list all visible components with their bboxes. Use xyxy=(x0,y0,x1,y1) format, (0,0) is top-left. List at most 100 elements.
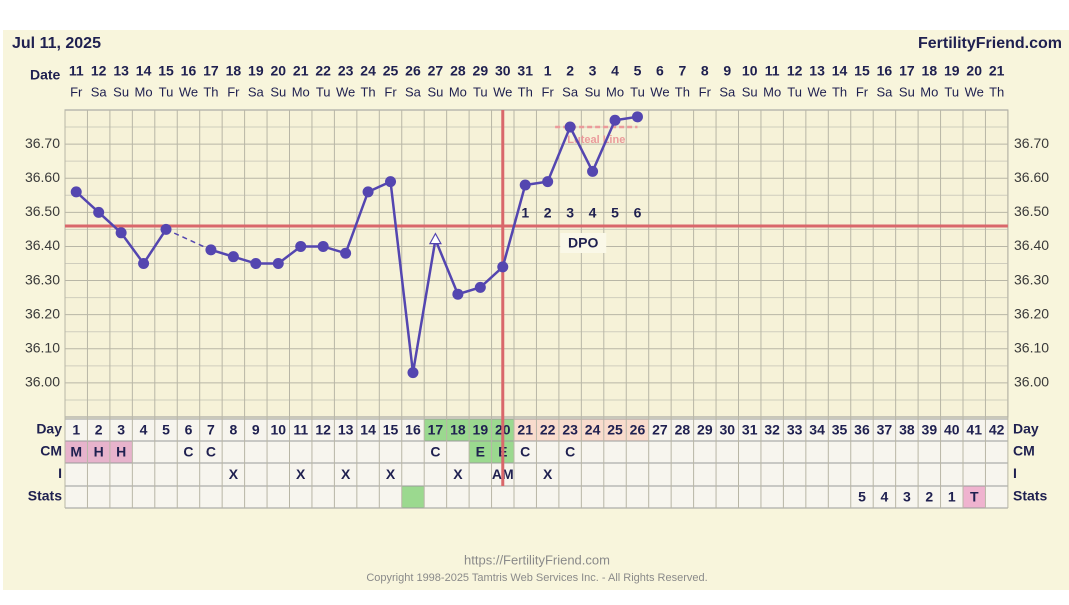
date-label: 16 xyxy=(181,63,197,79)
weekday-label: Mo xyxy=(292,84,310,99)
cycle-day: 18 xyxy=(450,422,466,438)
y2-tick-label: 36.20 xyxy=(1014,305,1049,321)
dpo-number: 5 xyxy=(611,205,619,221)
date-label: 29 xyxy=(473,63,489,79)
weekday-label: Th xyxy=(989,84,1004,99)
cm-entry: H xyxy=(116,444,126,460)
cycle-day: 25 xyxy=(607,422,623,438)
cm-entry: C xyxy=(183,444,193,460)
cycle-day: 30 xyxy=(719,422,735,438)
cell-highlight xyxy=(963,486,986,508)
date-label: 22 xyxy=(315,63,331,79)
cycle-day: 21 xyxy=(517,422,533,438)
intercourse-entry: X xyxy=(543,466,553,482)
cell-highlight xyxy=(401,486,425,508)
dpo-number: 6 xyxy=(634,205,642,221)
cycle-day: 29 xyxy=(697,422,713,438)
weekday-label: Fr xyxy=(70,84,83,99)
luteal-label: Luteal Line xyxy=(567,134,625,146)
date-label: 26 xyxy=(405,63,421,79)
temperature-point xyxy=(452,288,464,300)
date-label: 11 xyxy=(765,63,780,79)
cell-highlight xyxy=(581,419,604,441)
y-tick-label: 36.50 xyxy=(25,203,60,219)
temperature-point xyxy=(93,206,105,218)
temperature-point xyxy=(385,176,397,188)
y-tick-label: 36.00 xyxy=(25,374,60,390)
cm-entry: E xyxy=(476,444,485,460)
cm-entry: C xyxy=(565,444,575,460)
dpo-number: 1 xyxy=(521,205,529,221)
cycle-day: 38 xyxy=(899,422,915,438)
temperature-point xyxy=(474,281,486,293)
y-tick-label: 36.20 xyxy=(25,305,60,321)
cycle-day: 8 xyxy=(229,422,237,438)
cycle-day: 41 xyxy=(966,422,982,438)
cycle-day: 40 xyxy=(944,422,960,438)
date-label: 17 xyxy=(899,63,915,79)
cycle-day: 4 xyxy=(140,422,148,438)
date-label: 2 xyxy=(566,63,574,79)
cell-highlight xyxy=(514,419,537,441)
weekday-label: Mo xyxy=(449,84,467,99)
cycle-day: 23 xyxy=(562,422,578,438)
row-label: I xyxy=(58,465,62,481)
header-date: Jul 11, 2025 xyxy=(12,35,101,52)
date-label: 20 xyxy=(270,63,286,79)
weekday-label: Su xyxy=(427,84,443,99)
weekday-label: Th xyxy=(203,84,218,99)
temperature-point xyxy=(407,367,419,379)
weekday-label: Th xyxy=(360,84,375,99)
y2-tick-label: 36.50 xyxy=(1014,203,1049,219)
date-label: 3 xyxy=(589,63,597,79)
cycle-day: 24 xyxy=(585,422,601,438)
temperature-point xyxy=(160,223,172,235)
intercourse-entry: X xyxy=(341,466,351,482)
date-label: 27 xyxy=(428,63,444,79)
cycle-day: 27 xyxy=(652,422,668,438)
intercourse-entry: X xyxy=(453,466,463,482)
date-label: 28 xyxy=(450,63,466,79)
stats-entry: 3 xyxy=(903,489,911,505)
date-label: 23 xyxy=(338,63,354,79)
cycle-day: 28 xyxy=(675,422,691,438)
weekday-label: Fr xyxy=(699,84,712,99)
weekday-label: Sa xyxy=(876,84,893,99)
weekday-label: We xyxy=(965,84,984,99)
weekday-label: Sa xyxy=(248,84,265,99)
cell-highlight xyxy=(558,419,582,441)
temperature-point xyxy=(519,179,531,191)
date-label: 18 xyxy=(922,63,938,79)
cell-highlight xyxy=(446,419,470,441)
date-label: 18 xyxy=(226,63,242,79)
weekday-label: Mo xyxy=(920,84,938,99)
date-label: 30 xyxy=(495,63,511,79)
weekday-label: Su xyxy=(899,84,915,99)
site-name[interactable]: FertilityFriend.com xyxy=(918,35,1062,52)
weekday-label: We xyxy=(807,84,826,99)
date-label: 6 xyxy=(656,63,664,79)
temperature-point xyxy=(138,258,150,269)
y-tick-label: 36.10 xyxy=(25,339,60,355)
row-label: Stats xyxy=(28,488,62,504)
date-label: 4 xyxy=(611,63,619,79)
date-label: 14 xyxy=(136,63,152,79)
cycle-day: 31 xyxy=(742,422,758,438)
date-label: 19 xyxy=(248,63,264,79)
dpo-label: DPO xyxy=(568,235,598,251)
date-label: 16 xyxy=(877,63,893,79)
footer-url[interactable]: https://FertilityFriend.com xyxy=(464,552,610,567)
dpo-number: 4 xyxy=(589,205,597,221)
cm-entry: H xyxy=(94,444,104,460)
date-label: Date xyxy=(30,67,61,83)
temperature-point xyxy=(340,247,352,259)
cycle-day: 16 xyxy=(405,422,421,438)
date-label: 10 xyxy=(742,63,758,79)
weekday-label: We xyxy=(336,84,355,99)
weekday-label: Su xyxy=(585,84,601,99)
date-label: 20 xyxy=(966,63,982,79)
cycle-day: 2 xyxy=(95,422,103,438)
cycle-day: 15 xyxy=(383,422,399,438)
cycle-day: 34 xyxy=(809,422,825,438)
temperature-point xyxy=(317,240,329,252)
